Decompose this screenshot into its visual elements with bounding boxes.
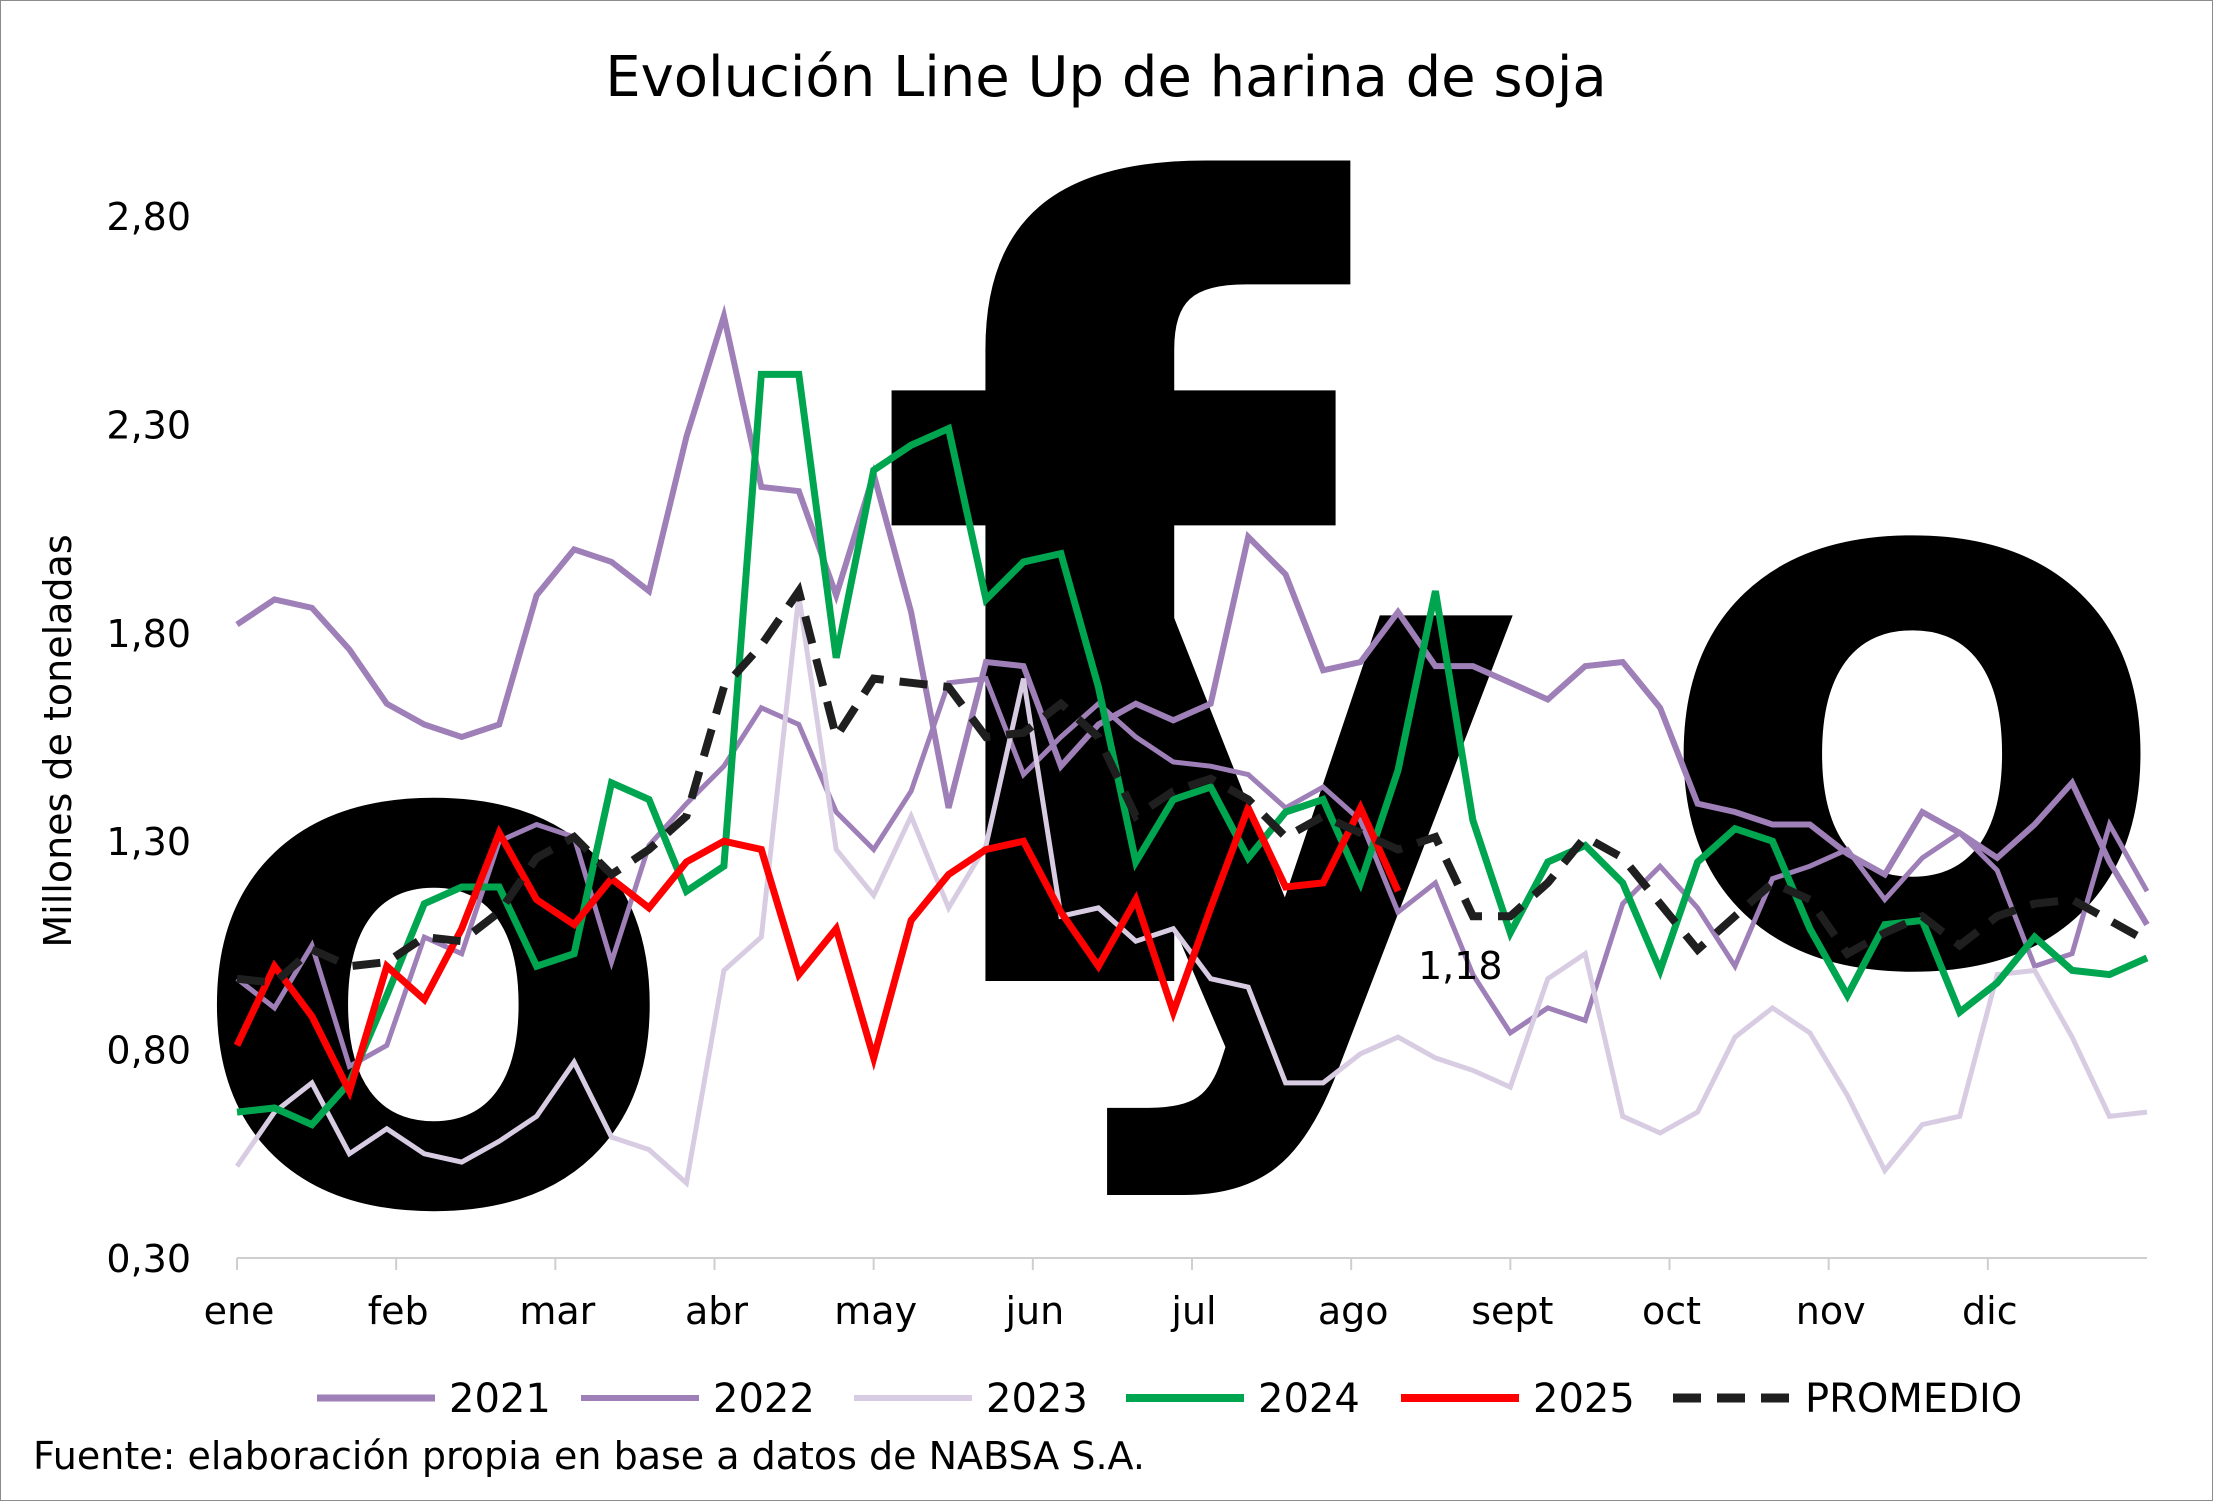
y-tick-label: 1,80	[106, 612, 191, 656]
y-tick-label: 2,80	[106, 195, 191, 239]
x-tick-label: sept	[1471, 1289, 1553, 1333]
y-axis-label: Millones de toneladas	[36, 534, 80, 947]
x-tick-label: feb	[368, 1289, 429, 1333]
legend: 2021 2022 2023 2024 2025 PROMEDIO	[317, 1376, 2022, 1422]
legend-label-2021: 2021	[449, 1376, 551, 1422]
x-tick-label: oct	[1642, 1289, 1701, 1333]
series-line-promedio	[236, 581, 2149, 988]
y-tick-label: 0,80	[106, 1029, 191, 1073]
x-tick-label: nov	[1796, 1289, 1866, 1333]
watermark-letter-y: y	[1031, 327, 1526, 1211]
y-tick-label: 1,30	[106, 820, 191, 864]
source-note: Fuente: elaboración propia en base a dat…	[33, 1434, 1145, 1478]
x-tick-label: ago	[1318, 1289, 1389, 1333]
legend-label-2024: 2024	[1258, 1376, 1360, 1422]
x-tick-label: dic	[1962, 1289, 2018, 1333]
y-tick-label: 0,30	[106, 1237, 191, 1281]
watermark-letter-o2: o	[1651, 257, 2173, 1141]
watermark-letter-f: f	[871, 1, 1360, 1236]
x-tick-label: may	[834, 1289, 917, 1333]
watermark-logo: o f y o	[186, 1, 2173, 1371]
series-lines	[233, 304, 2150, 1188]
x-tick-label: abr	[685, 1289, 748, 1333]
watermark-letter-o: o	[186, 533, 681, 1371]
series-line-2025	[233, 798, 1402, 1101]
x-tick-label: jun	[1004, 1289, 1064, 1333]
series-line-2022	[235, 675, 2150, 1070]
x-tick-label: ene	[204, 1289, 275, 1333]
y-axis-ticks: 2,80 2,30 1,80 1,30 0,80 0,30	[106, 195, 191, 1281]
legend-label-promedio: PROMEDIO	[1805, 1376, 2022, 1422]
legend-label-2023: 2023	[986, 1376, 1088, 1422]
data-label-2025-last: 1,18	[1418, 944, 1503, 988]
chart-title: Evolución Line Up de harina de soja	[605, 45, 1607, 110]
y-tick-label: 2,30	[106, 403, 191, 447]
series-line-2024	[236, 370, 2149, 1129]
x-tick-label: jul	[1170, 1289, 1216, 1333]
legend-label-2022: 2022	[713, 1376, 815, 1422]
legend-label-2025: 2025	[1533, 1376, 1635, 1422]
annotations: 1,18	[1418, 944, 1503, 988]
x-tick-label: mar	[519, 1289, 595, 1333]
series-line-2021	[235, 304, 2150, 927]
x-axis: ene feb mar abr may jun jul ago sept oct nov dic	[204, 1257, 2147, 1333]
